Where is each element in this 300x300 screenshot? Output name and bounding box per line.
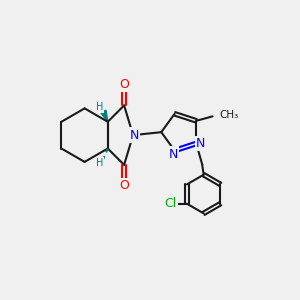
Text: H: H bbox=[96, 103, 103, 112]
Text: H: H bbox=[96, 158, 103, 168]
Text: O: O bbox=[119, 179, 129, 192]
Text: Cl: Cl bbox=[164, 197, 177, 210]
Text: N: N bbox=[169, 148, 178, 160]
Polygon shape bbox=[100, 110, 108, 122]
Text: N: N bbox=[130, 129, 139, 142]
Text: O: O bbox=[119, 78, 129, 91]
Text: CH₃: CH₃ bbox=[219, 110, 239, 120]
Text: N: N bbox=[196, 137, 206, 150]
